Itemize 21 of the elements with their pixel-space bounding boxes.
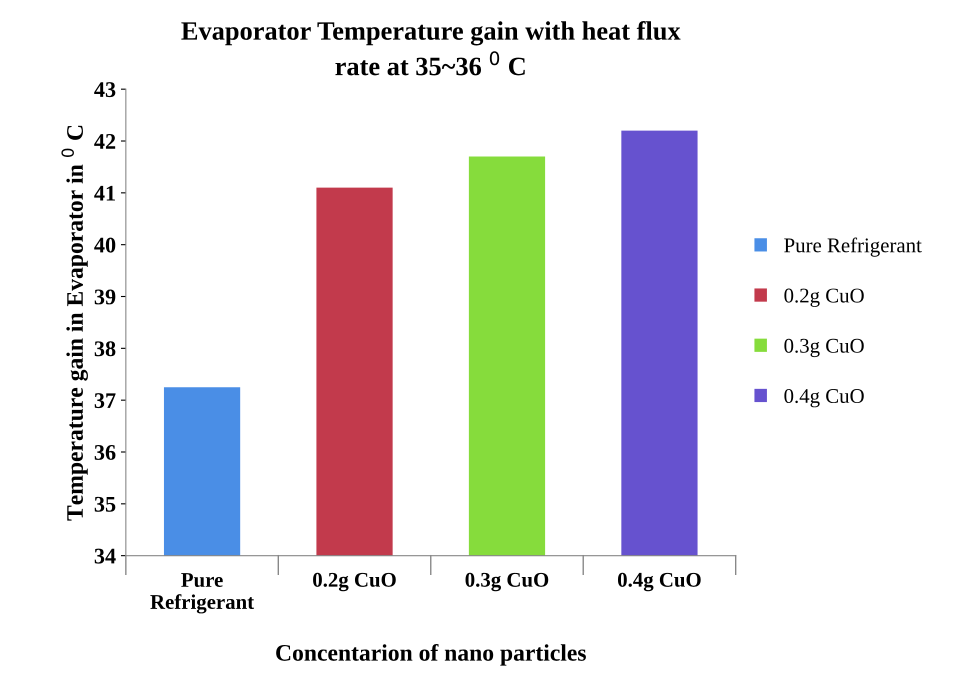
x-tick-label: Pure Refrigerant [150, 573, 254, 614]
legend-label: 0.2g CuO [784, 288, 864, 307]
y-tick-label: 42 [94, 134, 116, 149]
y-tick-label: 39 [94, 290, 116, 304]
legend-label: 0.4g CuO [784, 388, 864, 408]
y-axis-title: Temperature gain in Evaporator in $^{0}$ C [61, 126, 88, 521]
x-tick-label: 0.3g CuO [466, 572, 548, 592]
chart-title: Evaporator Temperature gain with heat flux rate at 35~36 $^{0}$ C [181, 21, 680, 76]
y-tick-label: 41 [94, 186, 115, 201]
x-tick-label: 0.2g CuO [313, 572, 396, 592]
y-tick-label: 37 [94, 393, 116, 408]
legend-label: 0.3g CuO [784, 338, 864, 358]
x-axis-title: Concentarion of nano particles [276, 644, 586, 666]
y-tick-label: 43 [94, 82, 116, 98]
y-tick-label: 40 [94, 238, 116, 253]
y-tick-label: 38 [94, 341, 116, 356]
y-tick-label: 35 [94, 496, 116, 512]
legend-label: Pure Refrigerant [784, 238, 922, 257]
y-tick-label: 36 [94, 444, 116, 460]
x-tick-label: 0.4g CuO [618, 572, 701, 592]
y-tick-label: 34 [94, 548, 116, 564]
